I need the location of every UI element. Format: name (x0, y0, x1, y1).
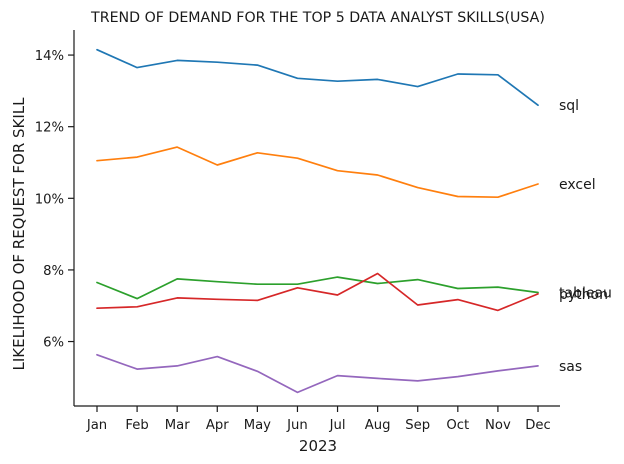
x-tick-label: May (244, 418, 271, 433)
y-tick-label: 8% (43, 264, 64, 279)
y-tick-label: 12% (35, 121, 64, 136)
x-axis: Jan Feb Mar Apr May Jun Jul Aug Sep Oct Nov Dec (74, 405, 560, 433)
series-label-excel: excel (559, 177, 596, 193)
x-tick-label: Jul (329, 418, 346, 433)
y-axis: 6% 8% 10% 12% 14% (35, 30, 75, 406)
y-tick-label: 6% (43, 336, 64, 351)
x-tick-label: Nov (485, 418, 511, 433)
series-group (96, 48, 539, 394)
series-label-sas: sas (559, 359, 582, 375)
series-line-python (96, 272, 539, 312)
x-tick-label: Dec (525, 418, 551, 433)
y-tick-label: 10% (35, 192, 64, 207)
series-line-sql (96, 48, 539, 107)
x-tick-label: Mar (165, 418, 190, 433)
series-line-sas (96, 353, 539, 394)
series-label-tableau: tableau (559, 285, 612, 301)
x-tick-label: Oct (446, 418, 469, 433)
series-line-tableau (96, 276, 539, 300)
series-label-python: python (559, 287, 608, 303)
x-tick-label: Aug (365, 418, 391, 433)
x-axis-label: 2023 (299, 437, 337, 455)
x-tick-label: Jun (286, 418, 308, 433)
series-line-excel (96, 146, 539, 199)
y-tick-label: 14% (35, 49, 64, 64)
y-axis-label: LIKELIHOOD OF REQUEST FOR SKILL (10, 97, 28, 371)
x-tick-label: Jan (86, 418, 107, 433)
chart-title: TREND OF DEMAND FOR THE TOP 5 DATA ANALY… (90, 10, 545, 26)
series-label-sql: sql (559, 98, 579, 114)
x-tick-label: Apr (206, 418, 229, 433)
x-tick-label: Feb (125, 418, 148, 433)
x-tick-label: Sep (405, 418, 430, 433)
